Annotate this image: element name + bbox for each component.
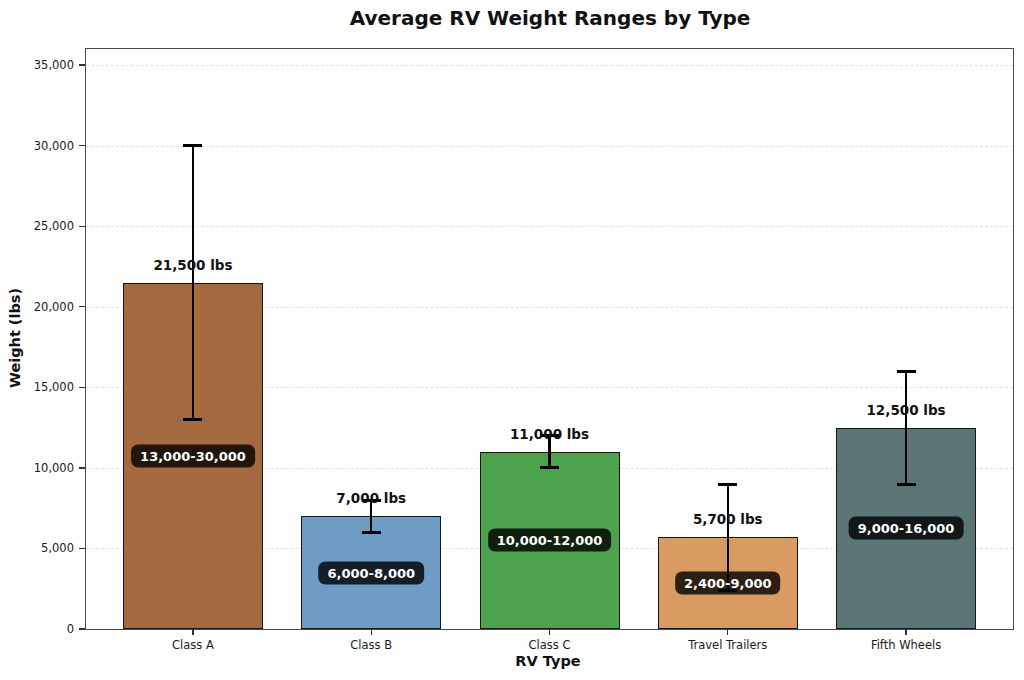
y-tick-mark — [79, 548, 85, 549]
x-tick-mark — [727, 629, 728, 635]
y-tick-mark — [79, 467, 85, 468]
error-bar-line — [192, 146, 195, 420]
gridline — [86, 226, 1013, 227]
y-tick-label: 0 — [67, 622, 74, 636]
x-tick-mark — [192, 629, 193, 635]
bar-value-label: 21,500 lbs — [153, 257, 232, 273]
error-bar-cap — [183, 418, 202, 421]
x-axis-label: RV Type — [515, 653, 580, 669]
x-tick-label: Travel Trailers — [688, 638, 767, 652]
y-axis-label: Weight (lbs) — [7, 288, 23, 388]
bar-value-label: 12,500 lbs — [866, 402, 945, 418]
x-tick-label: Fifth Wheels — [871, 638, 941, 652]
y-tick-label: 25,000 — [34, 219, 74, 233]
error-bar-cap — [897, 370, 916, 373]
x-tick-label: Class A — [172, 638, 214, 652]
x-tick-label: Class B — [350, 638, 392, 652]
y-tick-label: 15,000 — [34, 380, 74, 394]
x-tick-mark — [371, 629, 372, 635]
y-tick-label: 10,000 — [34, 461, 74, 475]
plot-area: 05,00010,00015,00020,00025,00030,00035,0… — [85, 48, 1014, 630]
y-tick-mark — [79, 387, 85, 388]
bar-value-label: 7,000 lbs — [336, 490, 406, 506]
y-tick-mark — [79, 64, 85, 65]
y-tick-mark — [79, 226, 85, 227]
range-badge: 6,000-8,000 — [318, 561, 424, 584]
bar-value-label: 11,000 lbs — [510, 426, 589, 442]
x-tick-mark — [905, 629, 906, 635]
y-tick-label: 20,000 — [34, 300, 74, 314]
error-bar-cap — [897, 483, 916, 486]
gridline — [86, 65, 1013, 66]
error-bar-cap — [362, 531, 381, 534]
chart-title: Average RV Weight Ranges by Type — [350, 6, 751, 30]
y-tick-mark — [79, 306, 85, 307]
range-badge: 10,000-12,000 — [488, 529, 612, 552]
x-tick-label: Class C — [529, 638, 571, 652]
bar-value-label: 5,700 lbs — [693, 511, 763, 527]
y-tick-mark — [79, 145, 85, 146]
error-bar-cap — [718, 483, 737, 486]
y-tick-label: 30,000 — [34, 139, 74, 153]
x-tick-mark — [549, 629, 550, 635]
range-badge: 2,400-9,000 — [675, 572, 781, 595]
y-tick-mark — [79, 628, 85, 629]
range-badge: 13,000-30,000 — [131, 444, 255, 467]
error-bar-cap — [183, 144, 202, 147]
error-bar-line — [905, 371, 908, 484]
range-badge: 9,000-16,000 — [849, 517, 964, 540]
y-tick-label: 35,000 — [34, 58, 74, 72]
gridline — [86, 146, 1013, 147]
figure: Average RV Weight Ranges by Type Weight … — [0, 0, 1024, 680]
y-tick-label: 5,000 — [41, 541, 74, 555]
error-bar-cap — [540, 466, 559, 469]
